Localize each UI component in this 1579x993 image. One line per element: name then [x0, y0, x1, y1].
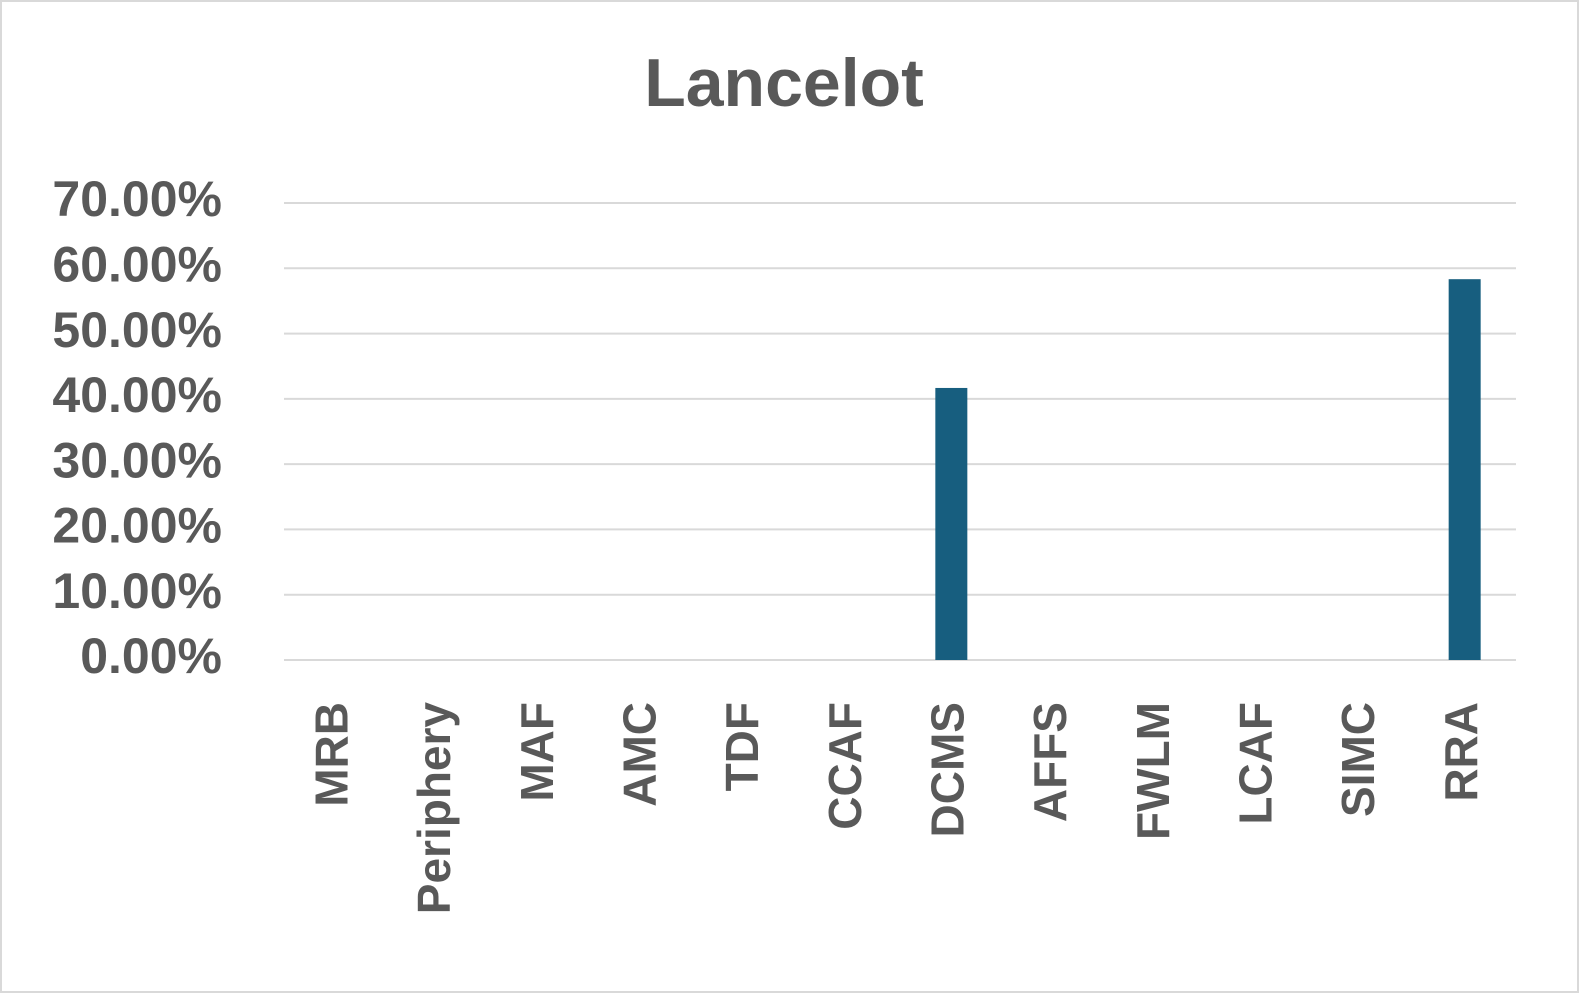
- x-tick-label: Periphery: [408, 702, 460, 915]
- chart-title: Lancelot: [644, 45, 924, 121]
- y-tick-label: 60.00%: [52, 236, 222, 292]
- x-tick-label: CCAF: [819, 702, 871, 830]
- y-tick-label: 20.00%: [52, 498, 222, 554]
- y-tick-label: 70.00%: [52, 171, 222, 227]
- x-tick-label: AMC: [613, 702, 665, 807]
- y-tick-label: 50.00%: [52, 302, 222, 358]
- bar: [935, 387, 968, 660]
- y-tick-label: 10.00%: [52, 563, 222, 619]
- y-tick-label: 0.00%: [80, 628, 222, 684]
- x-tick-label: MRB: [305, 702, 357, 807]
- x-tick-label: LCAF: [1229, 702, 1281, 825]
- x-tick-label: TDF: [716, 702, 768, 791]
- x-tick-label: DCMS: [921, 702, 973, 837]
- x-tick-label: AFFS: [1024, 702, 1076, 822]
- y-tick-label: 40.00%: [52, 367, 222, 423]
- bar: [1448, 279, 1481, 660]
- x-tick-label: FWLM: [1127, 702, 1179, 840]
- x-tick-label: SIMC: [1332, 702, 1384, 817]
- y-tick-label: 30.00%: [52, 432, 222, 488]
- x-tick-label: MAF: [511, 702, 563, 802]
- x-tick-label: RRA: [1435, 702, 1487, 802]
